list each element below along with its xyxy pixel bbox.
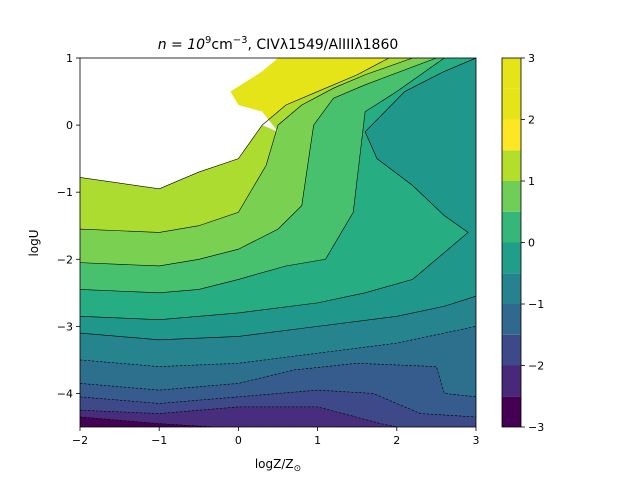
- x-tick-label-2: 0: [235, 434, 242, 447]
- colorbar: 3 2 1 0 −1 −2 −3: [501, 52, 544, 434]
- colorbar-segment-6: [502, 211, 521, 243]
- colorbar-segment-2: [502, 334, 521, 366]
- colorbar-segment-7: [502, 181, 521, 212]
- y-axis-label: logU: [27, 229, 41, 256]
- colorbar-segment-0: [502, 396, 521, 427]
- colorbar-tick-label-3: 0: [528, 237, 535, 250]
- y-tick-label-2: −1: [57, 186, 73, 199]
- contour-line-8: [80, 389, 476, 418]
- plot-frame: [79, 57, 477, 428]
- contour-line-9: [80, 406, 397, 427]
- colorbar-tick-label-6: −3: [528, 421, 544, 434]
- colorbar-segment-3: [502, 304, 521, 335]
- y-tick-label-4: −3: [57, 320, 73, 333]
- contour-band-10: [80, 406, 476, 427]
- contour-line-4: [80, 58, 476, 320]
- no-data-region: [80, 58, 278, 189]
- colorbar-segment-5: [502, 242, 521, 274]
- title-exponent-2: −3: [233, 35, 248, 46]
- x-axis: −2 −1 0 1 2 3: [72, 427, 480, 447]
- colorbar-tick-label-4: −1: [528, 298, 544, 311]
- x-tick-label-4: 2: [393, 434, 400, 447]
- contour-line-7: [80, 362, 476, 398]
- colorbar-segment-11: [502, 58, 521, 89]
- chart-title: n = 109cm−3, CIVλ1549/AlIIIλ1860: [158, 35, 399, 53]
- title-n: n = 10: [158, 37, 205, 53]
- colorbar-tick-label-2: 1: [528, 175, 535, 188]
- x-axis-label-main: logZ/Z: [255, 457, 294, 471]
- colorbar-segment-8: [502, 150, 521, 181]
- plot-area: [80, 58, 476, 427]
- colorbar-segment-4: [502, 273, 521, 304]
- colorbar-tick-label-5: −2: [528, 360, 544, 373]
- contour-line-1: [80, 58, 413, 233]
- title-exponent-1: 9: [205, 35, 211, 46]
- colorbar-segment-9: [502, 119, 521, 151]
- title-ratio: , CIVλ1549/AlIIIλ1860: [248, 37, 399, 53]
- y-tick-label-3: −2: [57, 253, 73, 266]
- x-tick-label-3: 1: [314, 434, 321, 447]
- colorbar-segment-10: [502, 88, 521, 120]
- contour-line-6: [80, 326, 476, 367]
- colorbar-tick-label-1: 2: [528, 114, 535, 127]
- colorbar-segment-1: [502, 365, 521, 397]
- x-tick-label-1: −1: [151, 434, 167, 447]
- x-axis-label: logZ/Z⊙: [255, 457, 301, 474]
- contour-line-2: [80, 58, 437, 267]
- colorbar-tick-label-0: 3: [528, 52, 535, 65]
- contour-line-3: [80, 58, 445, 294]
- x-tick-label-0: −2: [72, 434, 88, 447]
- y-axis: 1 0 −1 −2 −3 −4: [57, 52, 80, 400]
- y-tick-label-5: −4: [57, 387, 73, 400]
- title-unit: cm: [211, 37, 232, 53]
- y-tick-label-1: 0: [66, 119, 73, 132]
- contour-band-11: [80, 416, 476, 427]
- x-tick-label-5: 3: [473, 434, 480, 447]
- x-axis-label-sub: ⊙: [294, 464, 302, 474]
- contour-line-5: [80, 295, 476, 341]
- y-tick-label-0: 1: [66, 52, 73, 65]
- contour-line-0: [80, 58, 390, 190]
- contour-line-10: [80, 416, 215, 427]
